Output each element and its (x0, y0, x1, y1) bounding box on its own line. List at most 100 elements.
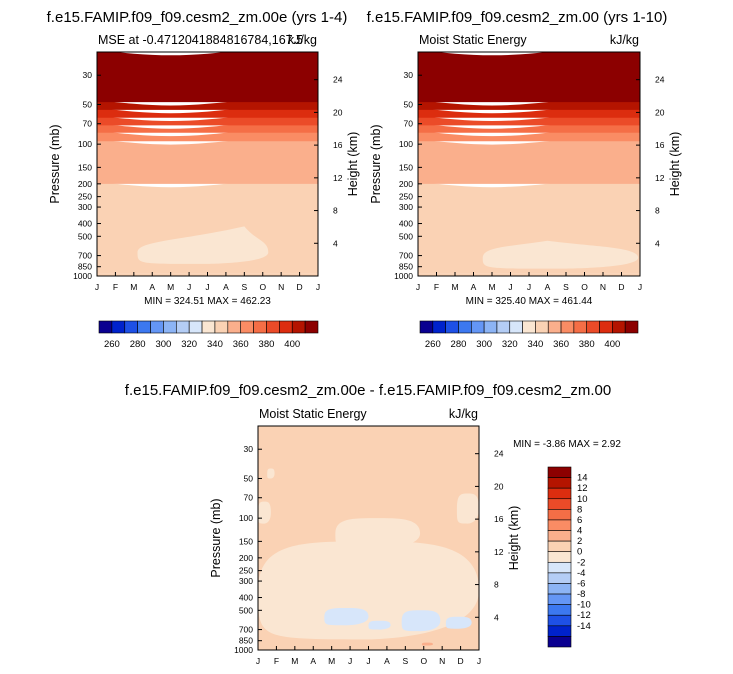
x-tick-label: A (384, 656, 390, 666)
x-tick-label: M (130, 282, 137, 292)
y-right-axis-label: Height (km) (668, 132, 682, 197)
colorbar-swatch (111, 320, 126, 334)
colorbar-label: 14 (577, 473, 588, 484)
colorbar-swatch (547, 477, 572, 489)
colorbar-label: 360 (553, 339, 569, 350)
height-tick-label: 8 (494, 580, 499, 590)
colorbar-label: 380 (259, 339, 275, 350)
colorbar-label: 280 (130, 339, 146, 350)
colorbar-label: 280 (451, 339, 467, 350)
y-tick-label: 200 (239, 553, 253, 563)
x-tick-label: A (149, 282, 155, 292)
height-tick-label: 16 (494, 514, 504, 524)
y-tick-label: 500 (399, 231, 413, 241)
colorbar-swatch (304, 320, 319, 334)
colorbar-label: 360 (233, 339, 249, 350)
contour-band (97, 52, 318, 103)
colorbar-swatch (240, 320, 254, 334)
colorbar-label: 400 (284, 339, 300, 350)
chart-title: f.e15.FAMIP.f09_f09.cesm2_zm.00e - f.e15… (125, 382, 611, 399)
colorbar-label: 340 (527, 339, 543, 350)
colorbar-swatch (445, 320, 459, 334)
y-tick-label: 200 (78, 179, 92, 189)
y-tick-label: 30 (244, 444, 254, 454)
x-tick-label: J (187, 282, 191, 292)
height-tick-label: 12 (655, 173, 665, 183)
colorbar-label: 320 (502, 339, 518, 350)
colorbar-label: 300 (476, 339, 492, 350)
colorbar-swatch (547, 636, 572, 648)
colorbar-swatch (599, 320, 613, 334)
colorbar-swatch (291, 320, 306, 334)
x-tick-label: O (259, 282, 266, 292)
height-tick-label: 24 (494, 449, 504, 459)
x-tick-label: F (274, 656, 279, 666)
height-tick-label: 12 (494, 547, 504, 557)
colorbar-swatch (496, 320, 511, 334)
x-tick-label: N (600, 282, 606, 292)
y-tick-label: 250 (78, 192, 92, 202)
x-tick-label: S (563, 282, 569, 292)
colorbar-label: -6 (577, 578, 585, 589)
colorbar-swatch (98, 320, 113, 334)
y-right-axis-label: Height (km) (346, 132, 360, 197)
colorbar-swatch (175, 320, 190, 334)
height-tick-label: 24 (655, 75, 665, 85)
colorbar-swatch (137, 320, 151, 334)
contour-region (456, 493, 479, 524)
colorbar-swatch (150, 320, 164, 334)
contour-region (421, 642, 433, 646)
colorbar-label: 10 (577, 494, 588, 505)
height-tick-label: 4 (655, 238, 660, 248)
colorbar-top-left: 260 280 300 320 340 360 380 400 (98, 320, 319, 350)
colorbar-swatch (509, 320, 523, 334)
colorbar-swatch (547, 625, 572, 637)
x-tick-label: S (402, 656, 408, 666)
colorbar-swatch (547, 540, 572, 553)
height-tick-label: 20 (494, 481, 504, 491)
panel-mse-yrs-1-10: f.e15.FAMIP.f09_f09.cesm2_zm.00 (yrs 1-1… (367, 9, 682, 307)
height-tick-label: 20 (333, 107, 343, 117)
colorbar-label: 300 (155, 339, 171, 350)
y-tick-label: 250 (239, 566, 253, 576)
units-label: kJ/kg (288, 33, 317, 47)
panel-mse-yrs-1-4: f.e15.FAMIP.f09_f09.cesm2_zm.00e (yrs 1-… (47, 9, 360, 307)
x-tick-label: A (310, 656, 316, 666)
colorbar-label: 340 (207, 339, 223, 350)
x-tick-label: N (278, 282, 284, 292)
colorbar-swatch (547, 614, 572, 627)
y-tick-label: 30 (83, 70, 93, 80)
y-tick-label: 50 (244, 473, 254, 483)
height-tick-label: 8 (333, 206, 338, 216)
y-tick-label: 150 (239, 536, 253, 546)
x-tick-label: M (167, 282, 174, 292)
y-tick-label: 100 (399, 139, 413, 149)
contour-region (324, 607, 369, 626)
y-tick-label: 300 (239, 576, 253, 586)
contour-band (97, 137, 318, 184)
colorbar-swatch (547, 551, 572, 563)
colorbar-swatch (279, 320, 293, 334)
y-tick-label: 50 (404, 99, 414, 109)
x-tick-label: J (527, 282, 531, 292)
colorbar-label: -12 (577, 610, 591, 621)
min-max-stats: MIN = 325.40 MAX = 461.44 (466, 296, 593, 307)
colorbar-swatch (266, 320, 280, 334)
x-tick-label: J (508, 282, 512, 292)
y-tick-label: 400 (239, 593, 253, 603)
x-tick-label: M (291, 656, 298, 666)
chart-title: f.e15.FAMIP.f09_f09.cesm2_zm.00e (yrs 1-… (47, 9, 348, 26)
colorbar-swatch (547, 320, 562, 334)
colorbar-swatch (458, 320, 472, 334)
y-axis-label: Pressure (mb) (369, 124, 383, 203)
colorbar-swatch (547, 519, 572, 531)
colorbar-swatch (253, 320, 267, 334)
x-tick-label: F (113, 282, 118, 292)
y-tick-label: 100 (78, 139, 92, 149)
field-label: MSE at -0.4712041884816784,167.5 (98, 33, 303, 47)
colorbar-label: 260 (425, 339, 441, 350)
contour-region (258, 501, 271, 524)
colorbar-swatch (560, 320, 575, 334)
contour-region (258, 541, 479, 640)
